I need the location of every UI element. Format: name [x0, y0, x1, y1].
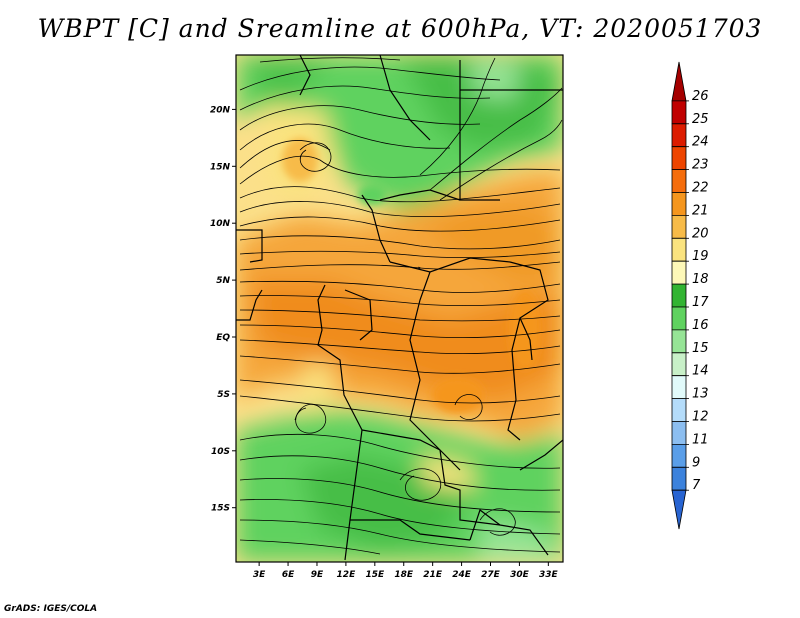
- wbpt-field: [236, 55, 563, 562]
- colorbar-label: 14: [692, 364, 709, 379]
- colorbar-swatch: [671, 489, 687, 530]
- colorbar-label: 22: [692, 181, 709, 196]
- colorbar-label: 26: [692, 89, 709, 104]
- colorbar-swatch: [671, 169, 687, 193]
- colorbar-swatch: [671, 123, 687, 148]
- longitude-axis: 3E 6E 9E 12E 15E 18E 21E 24E 27E 30E 33E: [253, 562, 559, 580]
- colorbar-label: 17: [692, 295, 709, 310]
- lon-tick-label: 3E: [253, 570, 266, 580]
- colorbar-swatch: [671, 192, 687, 216]
- colorbar-label: 20: [692, 226, 709, 241]
- grads-credit: GrADS: IGES/COLA: [4, 604, 98, 614]
- map-frame: [235, 54, 564, 563]
- lat-tick-label: 5N: [216, 276, 230, 286]
- lon-tick-label: 12E: [337, 570, 357, 580]
- colorbar-swatch: [671, 398, 687, 422]
- colorbar-label: 24: [692, 135, 709, 150]
- lon-tick-label: 24E: [452, 570, 472, 580]
- colorbar-label: 11: [692, 432, 709, 447]
- colorbar-swatch: [671, 421, 687, 445]
- lat-tick-label: 5S: [217, 390, 230, 400]
- colorbar-swatch: [671, 146, 687, 170]
- colorbar-swatch: [671, 306, 687, 331]
- lat-tick-label: 15N: [210, 162, 231, 172]
- lon-tick-label: 33E: [539, 570, 559, 580]
- latitude-axis: 20N 15N 10N 5N EQ 5S 10S 15S: [210, 105, 236, 514]
- lat-tick-label: EQ: [216, 333, 230, 343]
- colorbar-label: 7: [692, 478, 701, 493]
- lon-tick-label: 30E: [510, 570, 530, 580]
- colorbar-swatch: [671, 444, 687, 468]
- colorbar-label: 25: [692, 112, 709, 127]
- lon-tick-label: 18E: [394, 570, 414, 580]
- lon-tick-label: 6E: [282, 570, 295, 580]
- streamlines: [239, 57, 563, 555]
- chart-title: WBPT [C] and Sreamline at 600hPa, VT: 20…: [37, 14, 763, 43]
- colorbar-swatch: [671, 375, 687, 399]
- colorbar-label: 18: [692, 272, 709, 287]
- colorbar-label: 16: [692, 318, 709, 333]
- colorbar-swatch: [671, 466, 687, 491]
- colorbar-label: 13: [692, 387, 709, 402]
- colorbar-swatch: [671, 100, 687, 125]
- lat-tick-label: 10N: [210, 219, 231, 229]
- colorbar-swatch: [671, 215, 687, 239]
- lon-tick-label: 9E: [311, 570, 324, 580]
- colorbar-swatch: [671, 283, 687, 308]
- colorbar-label: 21: [692, 203, 709, 218]
- colorbar-swatch: [671, 260, 687, 285]
- colorbar-swatch: [671, 329, 687, 354]
- lat-tick-label: 20N: [210, 105, 231, 115]
- colorbar-label: 19: [692, 249, 709, 264]
- lat-tick-label: 10S: [211, 447, 230, 457]
- lat-tick-label: 15S: [211, 504, 230, 514]
- colorbar-label: 9: [692, 455, 700, 470]
- colorbar: 26 25 24 23 22 21 20 19 18 17 16 15 14 13 12 11 9 7: [671, 61, 709, 530]
- lon-tick-label: 15E: [365, 570, 385, 580]
- colorbar-swatch: [671, 237, 687, 262]
- colorbar-label: 23: [692, 158, 709, 173]
- country-borders: [236, 55, 563, 561]
- colorbar-label: 15: [692, 341, 709, 356]
- lon-tick-label: 21E: [423, 570, 443, 580]
- colorbar-label: 12: [692, 410, 709, 425]
- lon-tick-label: 27E: [481, 570, 501, 580]
- colorbar-swatch: [671, 352, 687, 377]
- colorbar-swatch: [671, 61, 687, 102]
